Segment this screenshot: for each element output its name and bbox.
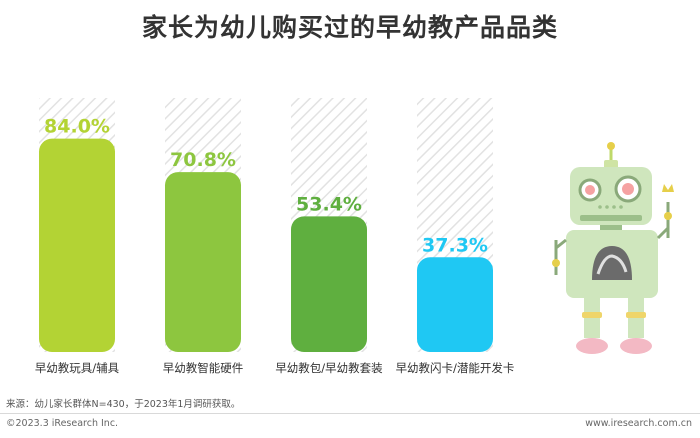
category-label: 早幼教玩具/辅具 xyxy=(35,361,120,375)
value-label: 84.0% xyxy=(44,116,110,138)
source-note: 来源：幼儿家长群体N=430，于2023年1月调研获取。 xyxy=(6,399,241,410)
robot-illustration xyxy=(552,142,674,354)
website-text: www.iresearch.com.cn xyxy=(585,418,692,429)
bar xyxy=(165,172,241,352)
footer-divider xyxy=(0,413,700,414)
bar xyxy=(39,138,115,352)
category-label: 早幼教包/早幼教套装 xyxy=(275,361,383,375)
bar xyxy=(291,216,367,352)
bar xyxy=(417,257,493,352)
value-label: 53.4% xyxy=(296,193,362,215)
category-label: 早幼教智能硬件 xyxy=(163,361,244,375)
chart-title: 家长为幼儿购买过的早幼教产品品类 xyxy=(141,13,558,42)
value-label: 37.3% xyxy=(422,234,488,256)
category-label: 早幼教闪卡/潜能开发卡 xyxy=(396,361,515,375)
copyright-text: ©2023.3 iResearch Inc. xyxy=(6,418,119,429)
value-label: 70.8% xyxy=(170,149,236,171)
